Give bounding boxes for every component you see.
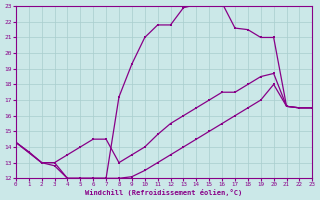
X-axis label: Windchill (Refroidissement éolien,°C): Windchill (Refroidissement éolien,°C) [85, 189, 243, 196]
